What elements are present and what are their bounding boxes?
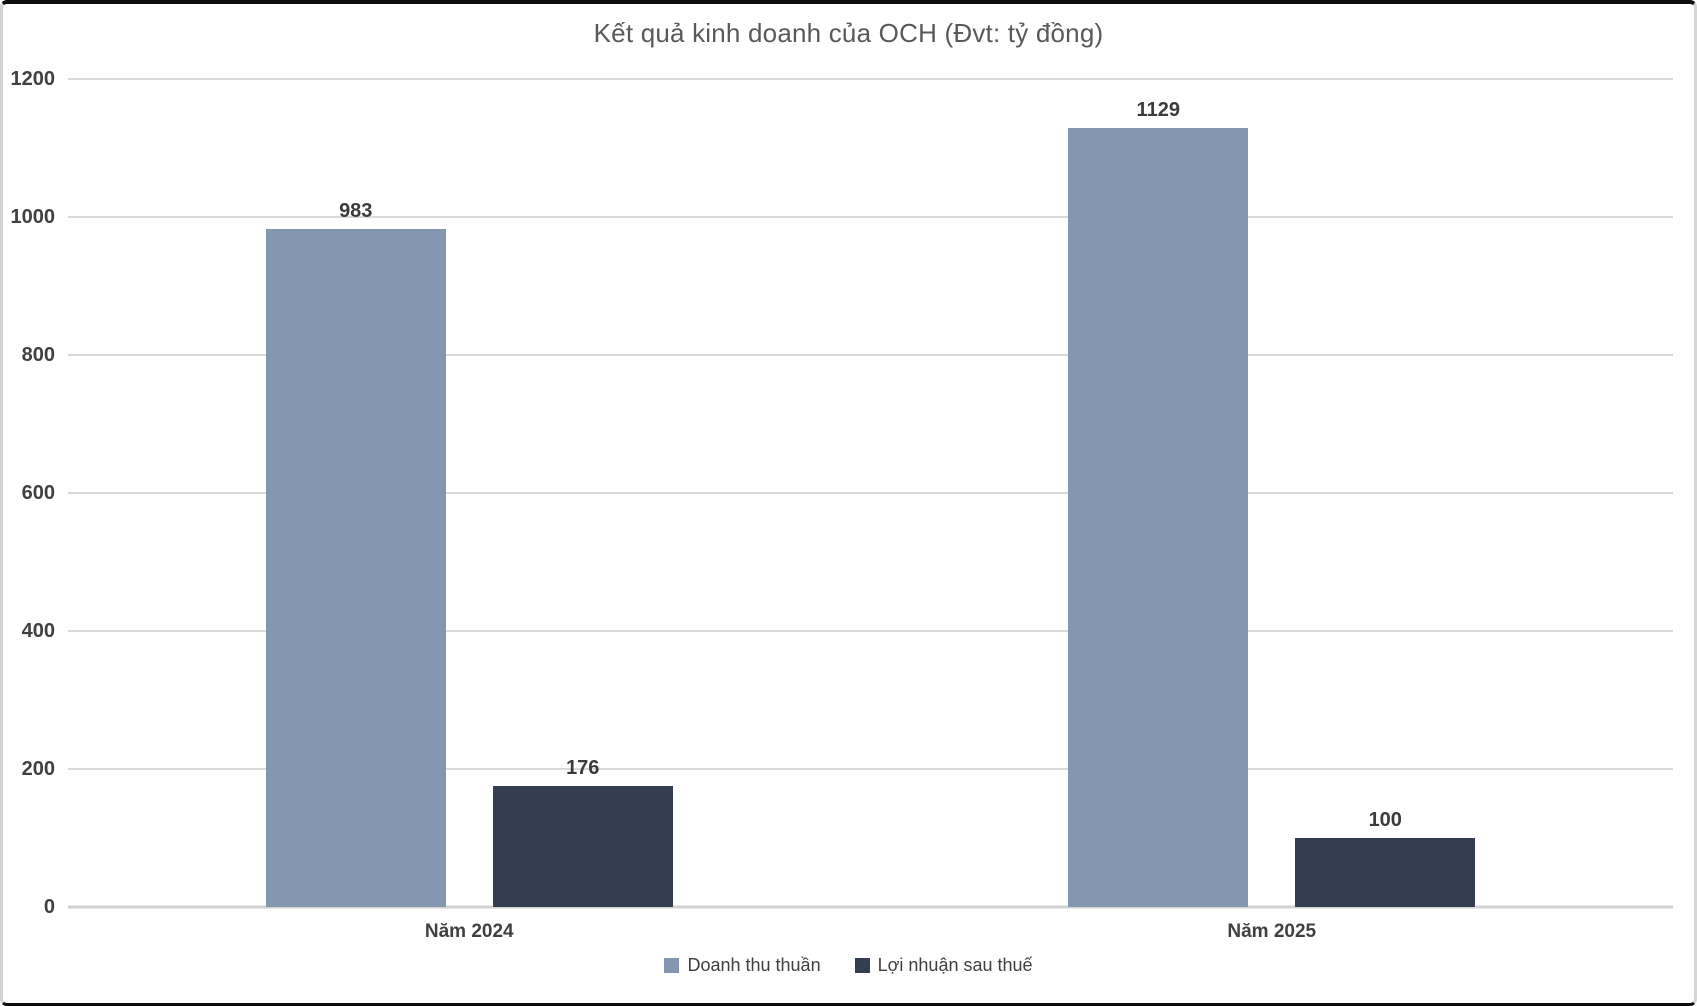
y-tick-label: 200 (21, 758, 55, 780)
bar-series-1-cat-0 (492, 785, 673, 907)
plot-area: 0 200 400 600 800 1000 1200 983 176 Năm 2024 1129 1… (11, 69, 1673, 942)
y-tick-label: 1000 (10, 206, 56, 228)
gridline (68, 78, 1673, 80)
data-label: 983 (339, 199, 373, 222)
gridline (68, 630, 1673, 632)
data-label: 1129 (1136, 99, 1180, 121)
gridline (68, 216, 1673, 218)
gridline (68, 354, 1673, 356)
legend-label: Lợi nhuận sau thuế (877, 955, 1033, 975)
y-tick-label: 600 (21, 482, 55, 504)
x-category-label: Năm 2025 (1227, 921, 1317, 942)
data-label: 176 (566, 756, 600, 779)
y-tick-label: 1200 (10, 68, 56, 90)
y-tick-label: 400 (21, 620, 55, 642)
legend-item-0: Doanh thu thuần (664, 955, 821, 976)
data-label: 100 (1368, 809, 1402, 831)
bar-series-0-cat-1 (1068, 128, 1249, 907)
legend-item-1: Lợi nhuận sau thuế (854, 955, 1033, 976)
gridline (68, 492, 1673, 494)
legend: Doanh thu thuần Lợi nhuận sau thuế (0, 955, 1697, 976)
gridline (68, 768, 1673, 770)
y-tick-label: 800 (21, 344, 55, 366)
legend-swatch-icon (854, 958, 870, 973)
x-axis-line (68, 905, 1673, 909)
legend-label: Doanh thu thuần (687, 955, 821, 975)
x-category-label: Năm 2024 (424, 921, 514, 942)
bar-series-0-cat-0 (265, 228, 446, 907)
chart-title: Kết quả kinh doanh của OCH (Đvt: tỷ đồng… (593, 18, 1104, 48)
y-tick-label: 0 (43, 896, 55, 918)
bar-series-1-cat-1 (1295, 838, 1476, 907)
legend-swatch-icon (664, 958, 680, 973)
